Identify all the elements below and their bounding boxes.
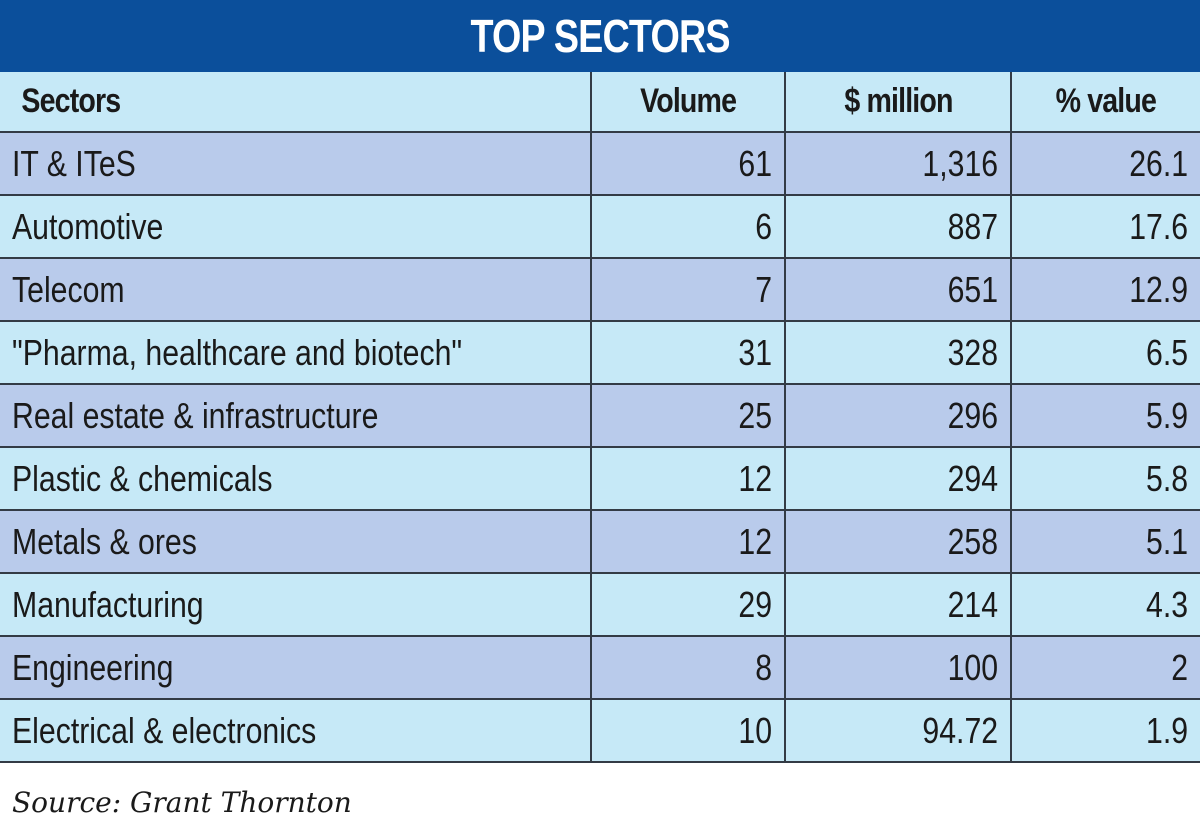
percent-cell: 5.9 [1011,384,1200,448]
volume-cell: 8 [591,636,786,700]
million-cell: 100 [785,636,1012,700]
percent-cell: 1.9 [1011,699,1200,763]
sector-cell: Electrical & electronics [0,699,592,763]
column-header-volume: Volume [591,72,786,133]
percent-cell: 26.1 [1011,132,1200,196]
volume-cell: 10 [591,699,786,763]
sector-cell: Telecom [0,258,592,322]
table-row: IT & ITeS 61 1,316 26.1 [0,132,1200,196]
million-cell: 214 [785,573,1012,637]
table-row: "Pharma, healthcare and biotech" 31 328 … [0,321,1200,385]
table-row: Engineering 8 100 2 [0,636,1200,700]
percent-cell: 6.5 [1011,321,1200,385]
percent-cell: 4.3 [1011,573,1200,637]
table-row: Telecom 7 651 12.9 [0,258,1200,322]
source-credit: Source: Grant Thornton [12,786,352,819]
million-cell: 887 [785,195,1012,259]
column-header-percent-value: % value [1011,72,1200,133]
volume-cell: 29 [591,573,786,637]
volume-cell: 31 [591,321,786,385]
sector-cell: Plastic & chemicals [0,447,592,511]
table-row: Metals & ores 12 258 5.1 [0,510,1200,574]
percent-cell: 5.8 [1011,447,1200,511]
volume-cell: 7 [591,258,786,322]
sector-cell: Metals & ores [0,510,592,574]
volume-cell: 61 [591,132,786,196]
million-cell: 328 [785,321,1012,385]
table-row: Automotive 6 887 17.6 [0,195,1200,259]
million-cell: 258 [785,510,1012,574]
million-cell: 294 [785,447,1012,511]
table-row: Electrical & electronics 10 94.72 1.9 [0,699,1200,763]
volume-cell: 25 [591,384,786,448]
table-row: Manufacturing 29 214 4.3 [0,573,1200,637]
million-cell: 651 [785,258,1012,322]
million-cell: 1,316 [785,132,1012,196]
table-row: Plastic & chemicals 12 294 5.8 [0,447,1200,511]
million-cell: 94.72 [785,699,1012,763]
percent-cell: 5.1 [1011,510,1200,574]
column-header-million: $ million [785,72,1012,133]
table-title-banner: TOP SECTORS [0,0,1200,72]
volume-cell: 6 [591,195,786,259]
sector-cell: IT & ITeS [0,132,592,196]
million-cell: 296 [785,384,1012,448]
volume-cell: 12 [591,447,786,511]
sector-cell: Real estate & infrastructure [0,384,592,448]
header-row: Sectors Volume $ million % value [0,72,1200,133]
percent-cell: 2 [1011,636,1200,700]
sector-cell: Automotive [0,195,592,259]
sector-cell: Manufacturing [0,573,592,637]
sector-cell: "Pharma, healthcare and biotech" [0,321,592,385]
sectors-table: Sectors Volume $ million % value IT & IT… [0,72,1200,763]
table-title: TOP SECTORS [470,10,730,62]
table-row: Real estate & infrastructure 25 296 5.9 [0,384,1200,448]
sector-cell: Engineering [0,636,592,700]
volume-cell: 12 [591,510,786,574]
column-header-sectors: Sectors [0,72,592,133]
percent-cell: 17.6 [1011,195,1200,259]
percent-cell: 12.9 [1011,258,1200,322]
